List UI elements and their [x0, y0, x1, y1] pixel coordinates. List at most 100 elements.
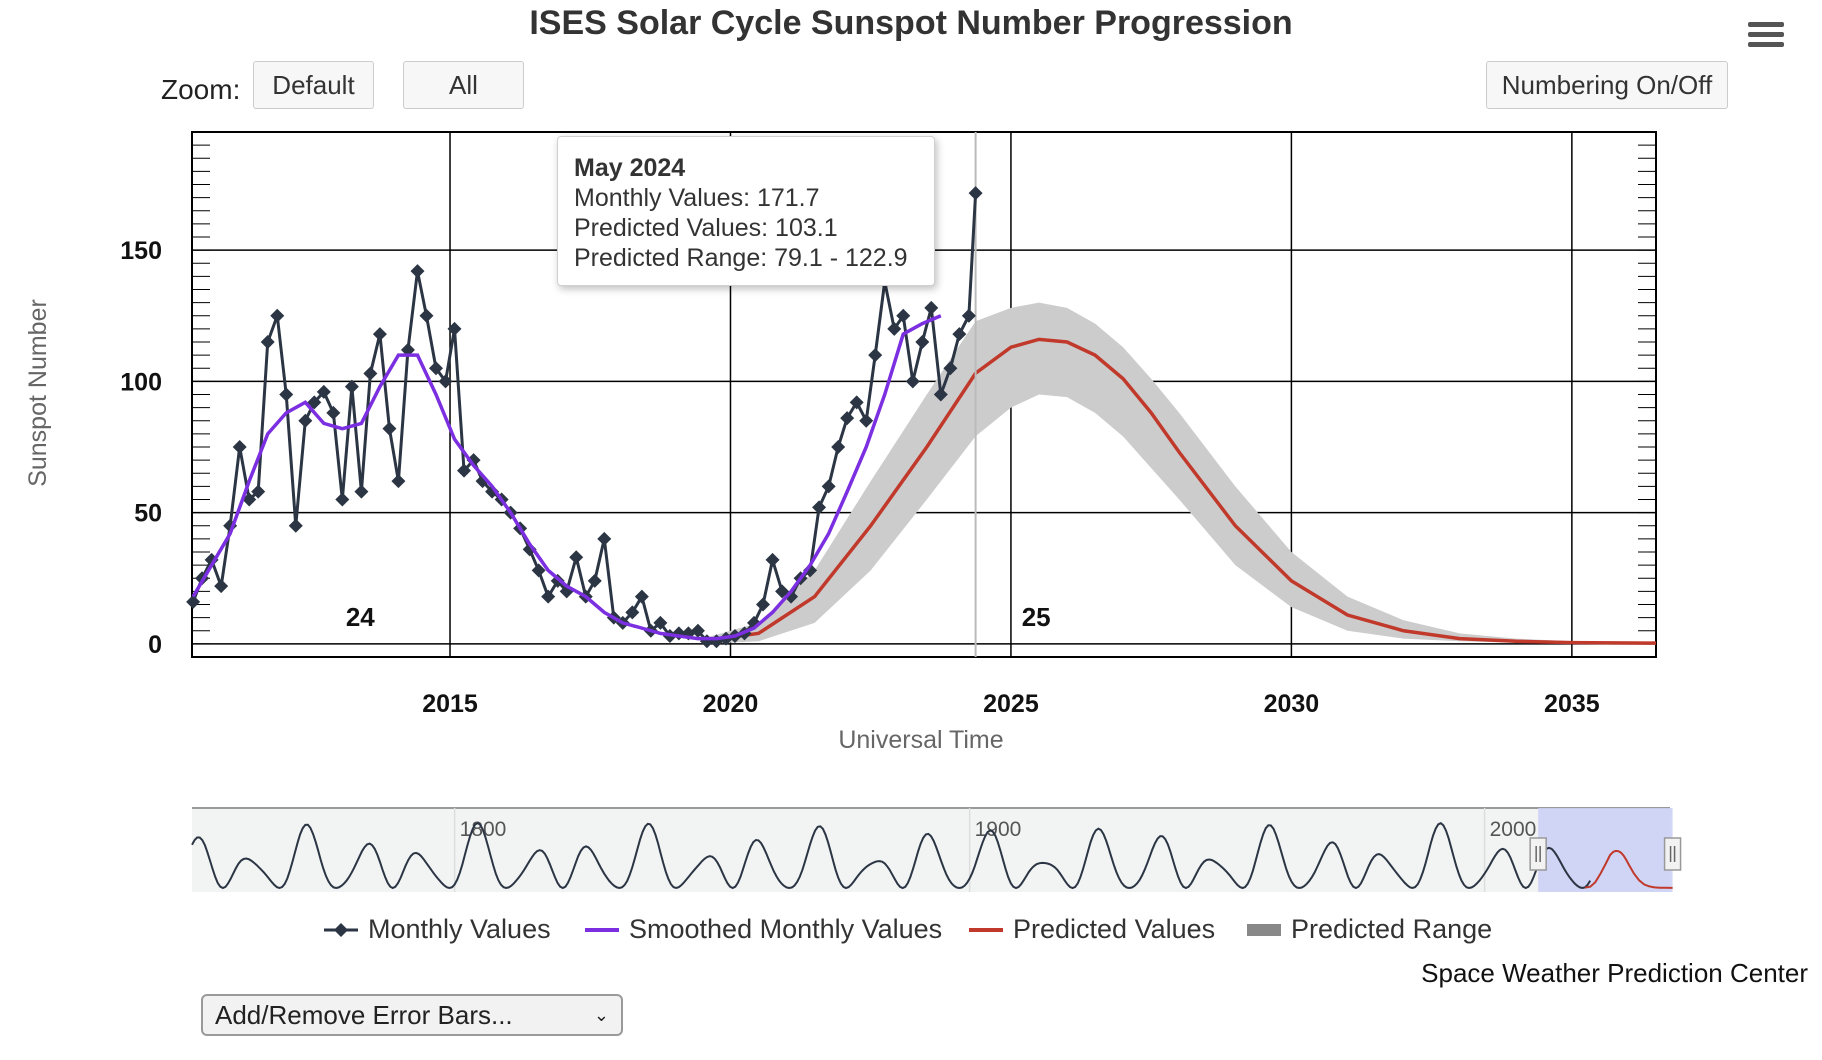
monthly-value-marker	[335, 492, 350, 507]
monthly-value-marker	[251, 484, 266, 499]
navigator-background	[192, 808, 1670, 892]
monthly-value-marker	[765, 552, 780, 567]
monthly-value-marker	[569, 550, 584, 565]
monthly-value-marker	[298, 413, 313, 428]
error-bars-select[interactable]: Add/Remove Error Bars... ⌄	[201, 994, 623, 1036]
predicted-values-line	[702, 337, 1657, 645]
smoothed-values-line	[191, 314, 942, 641]
monthly-value-marker	[541, 589, 556, 604]
predicted-legend-icon	[969, 927, 1003, 932]
monthly-value-marker	[634, 589, 649, 604]
y-tick-label: 0	[148, 631, 162, 659]
legend-label-smoothed: Smoothed Monthly Values	[629, 914, 943, 944]
monthly-value-marker	[214, 579, 229, 594]
zoom-default-button[interactable]: Default	[253, 61, 374, 109]
monthly-value-marker	[457, 463, 472, 478]
monthly-value-marker	[812, 500, 827, 515]
y-tick-label: 150	[120, 237, 162, 265]
monthly-value-marker	[587, 573, 602, 588]
monthly-value-marker	[775, 584, 790, 599]
monthly-value-marker	[868, 348, 883, 363]
monthly-value-marker	[270, 308, 285, 323]
monthly-value-marker	[952, 327, 967, 342]
monthly-value-marker	[288, 518, 303, 533]
monthly-value-marker	[438, 374, 453, 389]
x-axis-title: Universal Time	[838, 726, 1003, 754]
cycle-label: 24	[346, 602, 375, 632]
monthly-value-marker	[840, 411, 855, 426]
monthly-value-marker	[279, 387, 294, 402]
monthly-value-marker	[372, 327, 387, 342]
monthly-value-marker	[915, 335, 930, 349]
navigator-left-handle[interactable]	[1529, 837, 1547, 871]
chevron-down-icon: ⌄	[593, 1004, 609, 1025]
legend-item-predicted[interactable]: Predicted Values	[969, 914, 1215, 945]
monthly-value-marker	[756, 597, 771, 612]
monthly-value-marker	[896, 308, 911, 323]
navigator-history-line	[191, 821, 1592, 890]
smoothed-legend-icon	[585, 927, 619, 932]
zoom-all-button[interactable]: All	[403, 61, 524, 109]
x-tick-label: 2030	[1264, 690, 1320, 718]
zoom-label: Zoom:	[161, 74, 241, 105]
monthly-value-marker	[849, 395, 864, 410]
legend-item-monthly[interactable]: Monthly Values	[324, 914, 551, 945]
tooltip-predicted: Predicted Values: 103.1	[574, 214, 838, 242]
monthly-value-marker	[382, 421, 397, 436]
monthly-value-marker	[831, 440, 846, 454]
monthly-value-marker	[485, 484, 500, 499]
monthly-value-marker	[242, 492, 257, 507]
monthly-value-marker	[905, 374, 920, 389]
monthly-value-marker	[522, 542, 537, 557]
monthly-value-marker	[354, 484, 369, 499]
x-tick-label: 2035	[1544, 690, 1600, 718]
x-tick-label: 2020	[703, 690, 759, 718]
hamburger-menu-icon[interactable]	[1748, 22, 1784, 52]
monthly-value-marker	[924, 300, 939, 315]
monthly-value-marker	[363, 366, 378, 381]
legend-item-smoothed[interactable]: Smoothed Monthly Values	[585, 914, 942, 945]
monthly-value-marker	[410, 264, 425, 279]
numbering-toggle-button[interactable]: Numbering On/Off	[1486, 61, 1728, 109]
tooltip-range: Predicted Range: 79.1 - 122.9	[574, 244, 908, 272]
legend-label-range: Predicted Range	[1291, 914, 1493, 944]
x-tick-label: 2025	[983, 690, 1039, 718]
navigator-right-handle[interactable]	[1663, 837, 1682, 871]
chart-legend: Monthly Values Smoothed Monthly Values P…	[0, 914, 1822, 954]
monthly-value-marker	[186, 594, 201, 609]
cycle-label: 25	[1022, 602, 1051, 632]
monthly-value-marker	[326, 405, 341, 420]
chart-title: ISES Solar Cycle Sunspot Number Progress…	[529, 4, 1293, 42]
error-bars-select-label: Add/Remove Error Bars...	[215, 999, 513, 1030]
monthly-value-marker	[316, 384, 331, 399]
navigator-tick-label: 1900	[975, 818, 1022, 841]
y-tick-label: 50	[134, 500, 162, 528]
predicted-range-band	[702, 302, 1656, 644]
monthly-value-marker	[419, 308, 434, 323]
monthly-value-marker	[961, 308, 976, 323]
navigator-tick-label: 2000	[1490, 818, 1537, 841]
monthly-value-marker	[232, 440, 247, 454]
data-tooltip: May 2024 Monthly Values: 171.7 Predicted…	[557, 136, 935, 286]
y-axis-title: Sunspot Number	[24, 299, 52, 487]
navigator-selection	[1538, 808, 1673, 892]
monthly-value-marker	[466, 453, 481, 468]
monthly-value-marker	[859, 413, 874, 428]
monthly-value-marker	[344, 379, 359, 394]
range-legend-icon	[1247, 923, 1281, 936]
credit-text: Space Weather Prediction Center	[1421, 958, 1808, 988]
monthly-value-marker	[447, 321, 462, 336]
handle-body	[1529, 837, 1547, 871]
monthly-value-marker	[690, 623, 705, 638]
monthly-value-marker	[653, 615, 668, 630]
tooltip-monthly: Monthly Values: 171.7	[574, 184, 820, 212]
legend-item-range[interactable]: Predicted Range	[1247, 914, 1492, 945]
handle-body	[1663, 837, 1682, 871]
monthly-value-marker	[260, 335, 275, 349]
monthly-value-marker	[887, 321, 902, 336]
monthly-value-marker	[933, 387, 948, 402]
monthly-value-marker	[821, 479, 836, 494]
monthly-value-marker	[803, 563, 818, 578]
tooltip-title: May 2024	[574, 154, 686, 182]
